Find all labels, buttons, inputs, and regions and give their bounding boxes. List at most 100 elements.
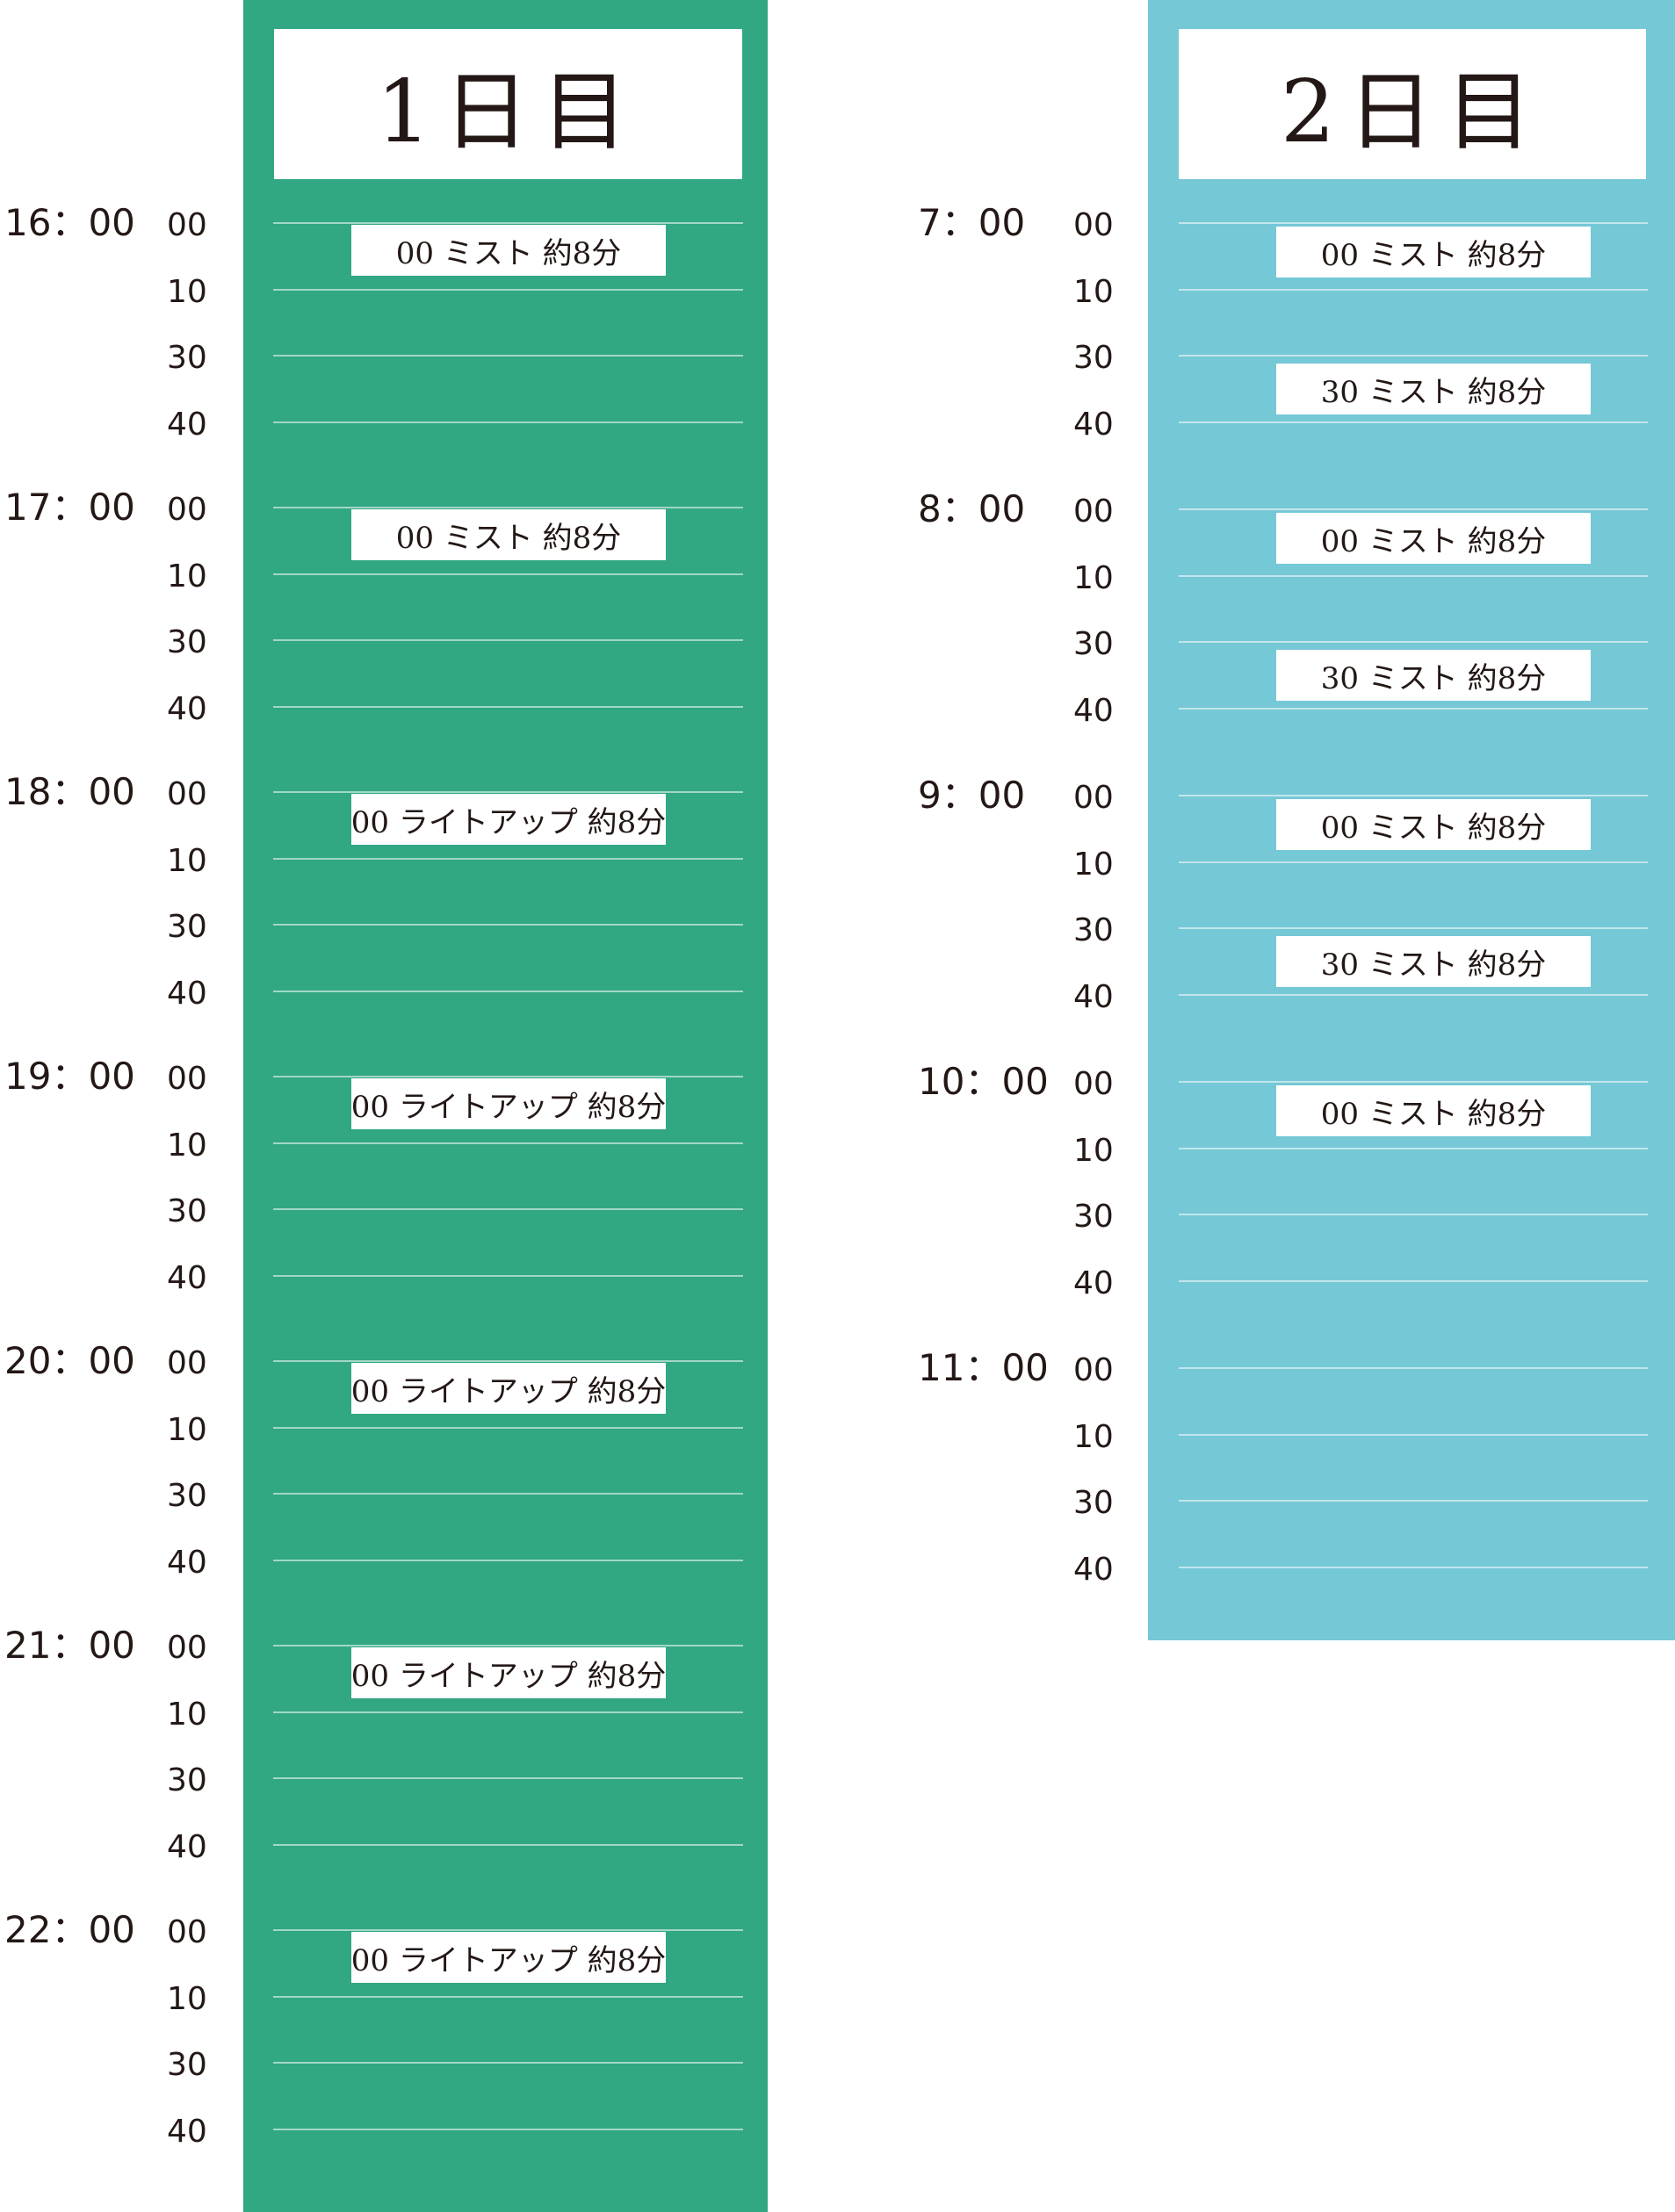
day1-minute-label: 10	[167, 1411, 207, 1448]
day2-minute-label: 40	[1073, 978, 1114, 1015]
day2-time-gridline	[1179, 993, 1648, 996]
day1-minute-label: 30	[167, 1478, 207, 1514]
day2-event-item: 30 ミスト 約8分	[1276, 936, 1591, 987]
day1-time-gridline	[273, 1076, 743, 1077]
day2-minute-label: 30	[1073, 912, 1114, 948]
day1-header: 1日目	[274, 29, 742, 179]
day1-time-gridline	[273, 639, 743, 641]
day2-event-item: 00 ミスト 約8分	[1276, 513, 1591, 564]
day1-time-gridline	[273, 421, 743, 423]
day1-column: 1日目	[243, 0, 768, 2212]
day2-hour-label: 9：00	[918, 774, 1026, 817]
day1-event-item: 00 ライトアップ 約8分	[351, 1078, 666, 1129]
day1-minute-label: 10	[167, 1696, 207, 1733]
day2-time-gridline	[1179, 1500, 1648, 1502]
day2-minute-label: 30	[1073, 626, 1114, 662]
day2-time-gridline	[1179, 861, 1648, 863]
day1-time-gridline	[273, 1995, 743, 1998]
day2-time-gridline	[1179, 355, 1648, 357]
day1-time-gridline	[273, 1843, 743, 1846]
day1-time-gridline	[273, 1645, 743, 1646]
day1-minute-label: 40	[167, 1259, 207, 1296]
day2-header: 2日目	[1179, 29, 1646, 179]
day2-minute-label: 40	[1073, 1265, 1114, 1301]
day1-minute-label: 40	[167, 406, 207, 443]
day2-time-gridline	[1179, 1433, 1648, 1436]
day2-hour-label: 11：00	[918, 1346, 1049, 1389]
day1-minute-label: 00	[167, 1345, 207, 1381]
day1-time-gridline	[273, 507, 743, 508]
day1-minute-label: 00	[167, 207, 207, 243]
day2-event-item: 30 ミスト 約8分	[1276, 650, 1591, 701]
day1-time-gridline	[273, 1493, 743, 1495]
day1-minute-label: 40	[167, 1544, 207, 1581]
day1-minute-label: 10	[167, 1980, 207, 2017]
day2-minute-label: 40	[1073, 692, 1114, 729]
day2-time-gridline	[1179, 795, 1648, 796]
day1-minute-label: 30	[167, 1193, 207, 1229]
day1-minute-label: 10	[167, 558, 207, 594]
day1-minute-label: 10	[167, 1127, 207, 1164]
day2-time-gridline	[1179, 222, 1648, 224]
day1-event-item: 00 ライトアップ 約8分	[351, 794, 666, 845]
day1-time-gridline	[273, 857, 743, 860]
day1-time-gridline	[273, 791, 743, 793]
day1-time-gridline	[273, 1208, 743, 1210]
day2-minute-label: 10	[1073, 1418, 1114, 1455]
day1-hour-label: 16：00	[4, 201, 135, 244]
day1-minute-label: 40	[167, 1828, 207, 1865]
day1-minute-label: 00	[167, 1914, 207, 1950]
day1-time-gridline	[273, 1274, 743, 1277]
day1-time-gridline	[273, 1929, 743, 1931]
day2-minute-label: 30	[1073, 1485, 1114, 1521]
day2-hour-label: 8：00	[918, 487, 1026, 530]
day2-event-item: 30 ミスト 約8分	[1276, 364, 1591, 414]
day2-minute-label: 10	[1073, 273, 1114, 310]
day1-event-item: 00 ライトアップ 約8分	[351, 1363, 666, 1414]
day2-minute-label: 00	[1073, 494, 1114, 530]
day1-minute-label: 30	[167, 2047, 207, 2083]
day2-time-gridline	[1179, 1147, 1648, 1149]
day2-minute-label: 10	[1073, 1132, 1114, 1169]
day1-hour-label: 21：00	[4, 1624, 135, 1667]
day1-time-gridline	[273, 222, 743, 224]
day2-minute-label: 10	[1073, 846, 1114, 883]
day1-time-gridline	[273, 1711, 743, 1713]
day1-time-gridline	[273, 288, 743, 291]
day1-minute-label: 30	[167, 624, 207, 660]
day2-time-gridline	[1179, 1214, 1648, 1215]
day1-minute-label: 40	[167, 2113, 207, 2150]
day1-time-gridline	[273, 2128, 743, 2130]
day1-minute-label: 00	[167, 492, 207, 528]
day1-time-gridline	[273, 573, 743, 575]
day1-minute-label: 40	[167, 975, 207, 1012]
day1-hour-label: 17：00	[4, 486, 135, 529]
day1-minute-label: 30	[167, 909, 207, 945]
day1-time-gridline	[273, 924, 743, 926]
day1-hour-label: 19：00	[4, 1055, 135, 1098]
day1-minute-label: 00	[167, 776, 207, 812]
day2-time-gridline	[1179, 1279, 1648, 1282]
day1-hour-label: 18：00	[4, 770, 135, 813]
day2-hour-label: 10：00	[918, 1060, 1049, 1103]
day2-time-gridline	[1179, 927, 1648, 929]
day1-minute-label: 00	[167, 1061, 207, 1097]
day1-time-gridline	[273, 1559, 743, 1561]
day2-time-gridline	[1179, 1566, 1648, 1568]
day2-time-gridline	[1179, 1367, 1648, 1369]
day1-time-gridline	[273, 990, 743, 992]
day1-minute-label: 10	[167, 842, 207, 879]
day1-minute-label: 40	[167, 690, 207, 727]
day2-time-gridline	[1179, 707, 1648, 710]
day1-hour-label: 22：00	[4, 1908, 135, 1951]
day1-time-gridline	[273, 705, 743, 708]
day1-minute-label: 30	[167, 1762, 207, 1798]
day2-time-gridline	[1179, 508, 1648, 510]
day2-minute-label: 40	[1073, 406, 1114, 443]
day1-time-gridline	[273, 2062, 743, 2064]
day2-minute-label: 40	[1073, 1551, 1114, 1588]
day2-time-gridline	[1179, 574, 1648, 577]
day2-minute-label: 00	[1073, 780, 1114, 816]
day1-event-item: 00 ミスト 約8分	[351, 509, 666, 560]
day2-event-item: 00 ミスト 約8分	[1276, 1085, 1591, 1136]
